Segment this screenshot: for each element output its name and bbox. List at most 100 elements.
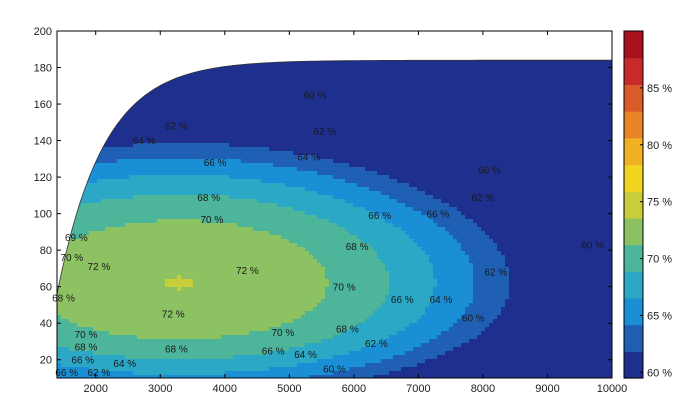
contour-cell bbox=[221, 119, 226, 124]
contour-cell bbox=[241, 219, 246, 224]
contour-cell bbox=[253, 367, 258, 372]
contour-cell bbox=[233, 287, 238, 292]
contour-cell bbox=[269, 319, 274, 324]
contour-cell bbox=[121, 255, 126, 260]
contour-cell bbox=[201, 139, 206, 144]
contour-cell bbox=[201, 135, 206, 140]
contour-cell bbox=[221, 287, 226, 292]
contour-cell bbox=[169, 307, 174, 312]
contour-cell bbox=[201, 187, 206, 192]
contour-cell bbox=[217, 267, 222, 272]
contour-cell bbox=[81, 259, 86, 264]
contour-cell bbox=[165, 251, 170, 256]
contour-cell bbox=[237, 239, 242, 244]
contour-cell bbox=[213, 123, 218, 128]
contour-cell bbox=[265, 279, 270, 284]
contour-cell bbox=[213, 187, 218, 192]
contour-cell bbox=[269, 171, 274, 176]
contour-cell bbox=[133, 219, 138, 224]
contour-cell bbox=[225, 87, 230, 92]
contour-cell bbox=[253, 107, 258, 112]
contour-cell bbox=[153, 135, 158, 140]
contour-cell bbox=[81, 355, 86, 360]
contour-cell bbox=[69, 275, 74, 280]
contour-cell bbox=[221, 347, 226, 352]
contour-cell bbox=[285, 151, 290, 156]
contour-cell bbox=[125, 207, 130, 212]
contour-cell bbox=[277, 247, 282, 252]
contour-cell bbox=[189, 95, 194, 100]
contour-cell bbox=[277, 367, 282, 372]
contour-cell bbox=[269, 311, 274, 316]
contour-cell bbox=[225, 79, 230, 84]
contour-cell bbox=[109, 207, 114, 212]
contour-cell bbox=[149, 311, 154, 316]
contour-cell bbox=[141, 315, 146, 320]
contour-cell bbox=[185, 327, 190, 332]
contour-cell bbox=[165, 131, 170, 136]
contour-cell bbox=[277, 267, 282, 272]
contour-cell bbox=[209, 319, 214, 324]
contour-cell bbox=[137, 179, 142, 184]
contour-cell bbox=[117, 263, 122, 268]
contour-cell bbox=[173, 175, 178, 180]
contour-cell bbox=[193, 255, 198, 260]
contour-cell bbox=[253, 335, 258, 340]
contour-cell bbox=[165, 359, 170, 364]
contour-cell bbox=[69, 355, 74, 360]
contour-cell bbox=[173, 287, 178, 292]
contour-cell bbox=[189, 187, 194, 192]
contour-cell bbox=[69, 247, 74, 252]
contour-cell bbox=[229, 191, 234, 196]
contour-cell bbox=[153, 163, 158, 168]
contour-cell bbox=[209, 71, 214, 76]
contour-cell bbox=[113, 287, 118, 292]
contour-cell bbox=[85, 327, 90, 332]
contour-cell bbox=[161, 247, 166, 252]
contour-cell bbox=[201, 295, 206, 300]
contour-cell bbox=[97, 163, 102, 168]
contour-cell bbox=[169, 327, 174, 332]
contour-cell bbox=[197, 263, 202, 268]
contour-cell bbox=[121, 167, 126, 172]
contour-cell bbox=[257, 247, 262, 252]
contour-cell bbox=[245, 219, 250, 224]
contour-cell bbox=[165, 99, 170, 104]
contour-cell bbox=[165, 95, 170, 100]
contour-cell bbox=[217, 215, 222, 220]
contour-cell bbox=[277, 207, 282, 212]
contour-cell bbox=[189, 255, 194, 260]
contour-cell bbox=[261, 255, 266, 260]
contour-cell bbox=[277, 351, 282, 356]
contour-cell bbox=[249, 239, 254, 244]
contour-cell bbox=[173, 183, 178, 188]
contour-cell bbox=[177, 307, 182, 312]
contour-cell bbox=[277, 323, 282, 328]
contour-cell bbox=[237, 163, 242, 168]
contour-cell bbox=[193, 263, 198, 268]
contour-cell bbox=[177, 267, 182, 272]
contour-cell bbox=[69, 259, 74, 264]
contour-cell bbox=[237, 291, 242, 296]
contour-cell bbox=[253, 227, 258, 232]
contour-cell bbox=[129, 223, 134, 228]
contour-cell bbox=[165, 107, 170, 112]
contour-cell bbox=[181, 331, 186, 336]
contour-cell bbox=[89, 335, 94, 340]
contour-cell bbox=[109, 239, 114, 244]
contour-cell bbox=[225, 231, 230, 236]
contour-cell bbox=[169, 295, 174, 300]
contour-cell bbox=[229, 87, 234, 92]
contour-cell bbox=[205, 167, 210, 172]
contour-cell bbox=[81, 219, 86, 224]
contour-cell bbox=[233, 199, 238, 204]
contour-cell bbox=[269, 267, 274, 272]
contour-cell bbox=[101, 323, 106, 328]
contour-cell bbox=[153, 179, 158, 184]
contour-cell bbox=[133, 207, 138, 212]
contour-cell bbox=[121, 223, 126, 228]
contour-cell bbox=[157, 263, 162, 268]
contour-cell bbox=[249, 79, 254, 84]
contour-cell bbox=[225, 227, 230, 232]
contour-cell bbox=[77, 267, 82, 272]
